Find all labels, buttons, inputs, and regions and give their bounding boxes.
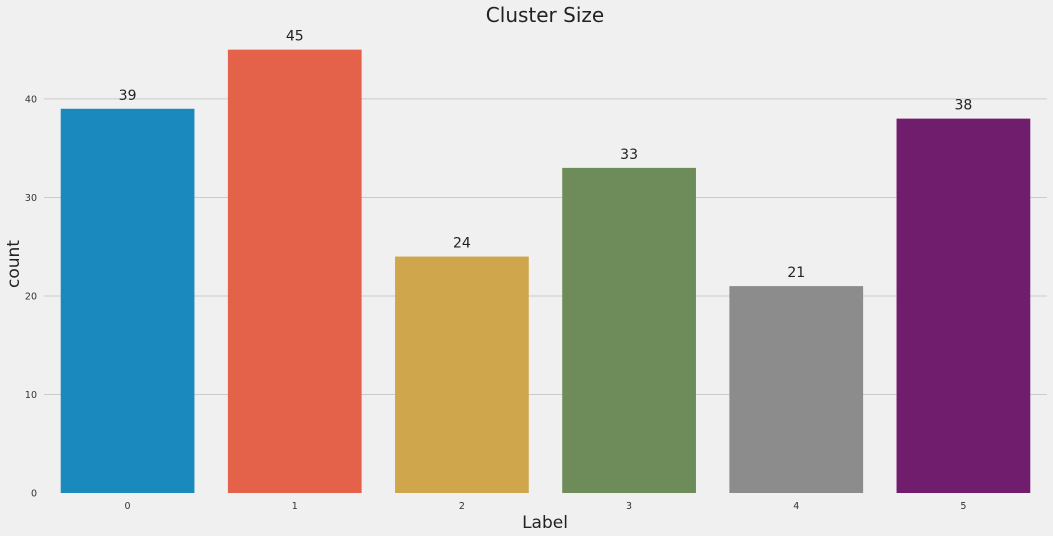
y-tick-label-10: 10 bbox=[25, 390, 37, 401]
y-tick-label-20: 20 bbox=[25, 291, 37, 302]
x-axis-label: Label bbox=[522, 513, 568, 533]
bar-0 bbox=[60, 108, 195, 493]
bar-5 bbox=[896, 118, 1031, 493]
bar-value-label-1: 45 bbox=[286, 29, 304, 45]
bar-2 bbox=[395, 256, 529, 493]
bar-value-label-2: 24 bbox=[453, 236, 471, 252]
bar-value-label-0: 39 bbox=[119, 88, 137, 104]
bar-value-label-5: 38 bbox=[955, 98, 973, 114]
y-tick-label-30: 30 bbox=[25, 193, 37, 204]
bar-1 bbox=[227, 49, 362, 494]
bar-4 bbox=[729, 286, 864, 493]
bars bbox=[60, 49, 1031, 494]
bar-value-label-4: 21 bbox=[787, 265, 805, 281]
x-axis-ticks: 0 1 2 3 4 5 bbox=[125, 501, 967, 512]
y-tick-label-40: 40 bbox=[25, 94, 37, 105]
x-tick-label-1: 1 bbox=[292, 501, 298, 512]
chart-title: Cluster Size bbox=[486, 3, 604, 27]
y-axis-ticks: 0 10 20 30 40 bbox=[25, 94, 37, 499]
x-tick-label-2: 2 bbox=[459, 501, 465, 512]
y-tick-label-0: 0 bbox=[31, 489, 37, 500]
x-tick-label-3: 3 bbox=[626, 501, 632, 512]
bar-value-labels: 39 45 24 33 21 38 bbox=[119, 29, 973, 281]
x-tick-label-5: 5 bbox=[960, 501, 966, 512]
gridlines bbox=[44, 98, 1047, 395]
bar-3 bbox=[562, 167, 696, 493]
x-tick-label-4: 4 bbox=[793, 501, 799, 512]
y-axis-label: count bbox=[4, 240, 24, 288]
x-tick-label-0: 0 bbox=[125, 501, 131, 512]
bar-value-label-3: 33 bbox=[620, 147, 638, 163]
